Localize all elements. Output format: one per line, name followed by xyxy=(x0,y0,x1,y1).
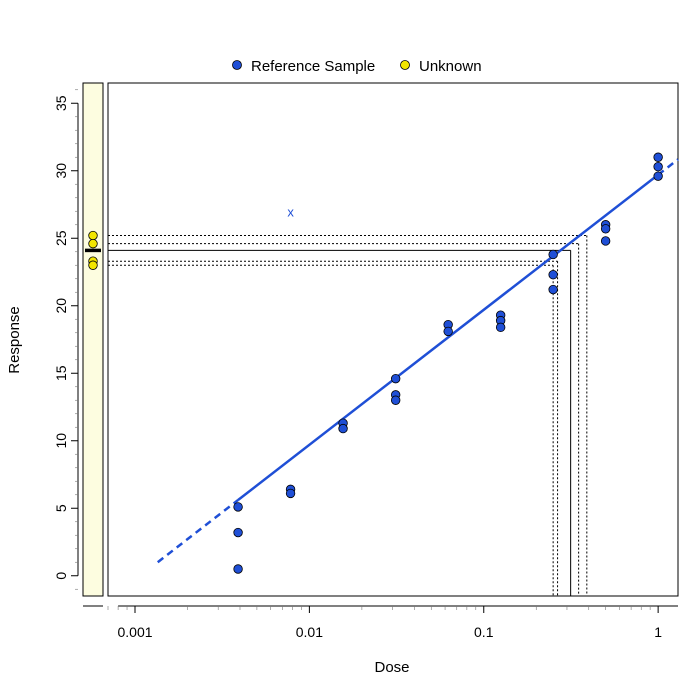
y-tick-label: 25 xyxy=(53,230,69,246)
reference-point xyxy=(443,326,453,337)
y-tick-label: 20 xyxy=(53,298,69,314)
estimate-lines xyxy=(108,235,588,596)
unknown-strip-panel xyxy=(82,82,104,597)
y-axis: 0 5 10 15 20 25 30 35 xyxy=(53,89,79,590)
unknown-point xyxy=(88,260,98,270)
reference-point xyxy=(653,171,663,181)
y-axis-title: Response xyxy=(6,306,23,374)
y-tick-label: 15 xyxy=(53,365,69,381)
fit-line-solid xyxy=(237,173,659,501)
fit-line-extrapolated xyxy=(156,499,239,564)
unknown-point xyxy=(88,230,98,241)
outlier-layer: x xyxy=(287,204,294,219)
reference-point xyxy=(233,527,243,538)
reference-point xyxy=(653,161,663,172)
reference-point xyxy=(285,488,296,499)
y-tick-label: 30 xyxy=(53,163,69,179)
legend-label-reference: Reference Sample xyxy=(251,58,375,75)
fit-line xyxy=(156,158,679,564)
legend-label-unknown: Unknown xyxy=(419,58,482,75)
legend-marker-unknown xyxy=(400,60,410,70)
reference-point xyxy=(233,564,243,574)
reference-point xyxy=(548,249,558,260)
x-tick-label: 0.1 xyxy=(474,624,494,640)
x-tick-label: 0.01 xyxy=(296,624,323,640)
y-tick-label: 0 xyxy=(53,572,69,580)
x-tick-label: 0.001 xyxy=(117,624,152,640)
reference-point xyxy=(495,322,506,333)
reference-point xyxy=(548,270,558,280)
y-tick-label: 5 xyxy=(53,504,69,512)
reference-point xyxy=(600,236,611,246)
reference-points xyxy=(233,152,663,574)
unknown-point xyxy=(88,238,98,249)
reference-point xyxy=(233,502,243,512)
reference-point xyxy=(653,152,663,162)
outlier-marker: x xyxy=(287,204,294,219)
reference-point xyxy=(338,423,348,434)
reference-point xyxy=(600,224,611,234)
y-tick-label: 10 xyxy=(53,433,69,449)
legend: Reference Sample Unknown xyxy=(232,58,482,75)
x-axis-title: Dose xyxy=(374,659,409,676)
fit-line-extrapolated xyxy=(657,158,679,176)
reference-point xyxy=(390,373,401,384)
x-axis: 0.001 0.01 0.1 1 xyxy=(83,605,678,640)
plot-panel xyxy=(107,82,679,597)
x-tick-label: 1 xyxy=(654,624,662,640)
y-tick-label: 35 xyxy=(53,95,69,111)
reference-point xyxy=(390,395,401,405)
reference-point xyxy=(548,284,558,295)
unknown-points xyxy=(85,230,101,270)
legend-marker-reference xyxy=(232,60,242,70)
